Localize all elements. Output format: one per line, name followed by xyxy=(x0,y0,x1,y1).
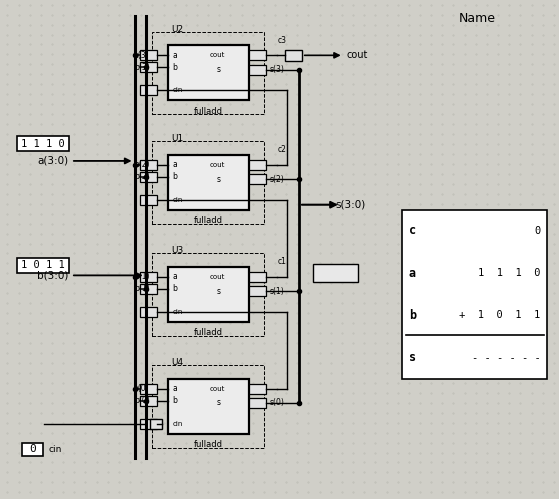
Text: a: a xyxy=(172,51,177,60)
FancyBboxPatch shape xyxy=(140,160,157,170)
FancyBboxPatch shape xyxy=(249,64,266,74)
FancyBboxPatch shape xyxy=(249,286,266,296)
FancyBboxPatch shape xyxy=(140,50,157,60)
Text: 1 1 1 0: 1 1 1 0 xyxy=(21,139,65,149)
Text: cout: cout xyxy=(210,386,225,392)
Text: a: a xyxy=(409,266,416,279)
Text: s(3): s(3) xyxy=(270,65,285,74)
Text: c1: c1 xyxy=(278,257,287,266)
Text: c: c xyxy=(409,225,416,238)
Text: a: a xyxy=(172,272,177,281)
FancyBboxPatch shape xyxy=(168,45,249,100)
Text: s(3:0): s(3:0) xyxy=(335,200,366,210)
FancyBboxPatch shape xyxy=(17,258,69,273)
Text: 0: 0 xyxy=(534,226,541,236)
Text: a(3:0): a(3:0) xyxy=(37,156,68,166)
FancyBboxPatch shape xyxy=(285,50,302,61)
Text: fulladd: fulladd xyxy=(194,216,223,225)
Text: 1  1  1  0: 1 1 1 0 xyxy=(478,268,541,278)
FancyBboxPatch shape xyxy=(313,264,358,282)
FancyBboxPatch shape xyxy=(150,419,163,429)
Text: +  1  0  1  1: + 1 0 1 1 xyxy=(459,310,541,320)
Text: s(1): s(1) xyxy=(270,286,285,295)
Text: b: b xyxy=(172,396,177,405)
Text: c3: c3 xyxy=(278,36,287,45)
Text: U2: U2 xyxy=(170,24,183,33)
Text: b: b xyxy=(409,309,416,322)
Text: cout: cout xyxy=(210,52,225,58)
Text: b(2): b(2) xyxy=(134,172,150,181)
Text: s(0): s(0) xyxy=(270,399,285,408)
Text: a(1): a(1) xyxy=(134,272,150,281)
Text: U1: U1 xyxy=(170,134,183,143)
Text: cout: cout xyxy=(210,162,225,168)
Text: b(1): b(1) xyxy=(134,284,150,293)
Text: s: s xyxy=(216,399,220,408)
FancyBboxPatch shape xyxy=(22,443,43,456)
FancyBboxPatch shape xyxy=(17,136,69,151)
FancyBboxPatch shape xyxy=(140,384,157,394)
Text: cout: cout xyxy=(347,50,368,60)
FancyBboxPatch shape xyxy=(140,419,157,429)
FancyBboxPatch shape xyxy=(249,50,266,60)
Text: b: b xyxy=(172,284,177,293)
FancyBboxPatch shape xyxy=(402,210,547,379)
Text: b(3:0): b(3:0) xyxy=(37,270,68,280)
FancyBboxPatch shape xyxy=(140,195,157,205)
FancyBboxPatch shape xyxy=(140,396,157,406)
FancyBboxPatch shape xyxy=(249,174,266,184)
Text: fulladd: fulladd xyxy=(194,328,223,337)
Text: s: s xyxy=(216,175,220,184)
Text: fulladd: fulladd xyxy=(194,440,223,449)
Text: cin: cin xyxy=(172,309,183,315)
Text: c2: c2 xyxy=(278,146,287,155)
Text: cin: cin xyxy=(172,197,183,203)
FancyBboxPatch shape xyxy=(140,62,157,72)
FancyBboxPatch shape xyxy=(168,267,249,322)
Text: b(0): b(0) xyxy=(134,396,150,405)
FancyBboxPatch shape xyxy=(140,85,157,95)
Text: a(2): a(2) xyxy=(134,160,150,169)
FancyBboxPatch shape xyxy=(140,272,157,282)
FancyBboxPatch shape xyxy=(168,379,249,434)
Text: a(0): a(0) xyxy=(134,384,150,393)
Text: - - - - - -: - - - - - - xyxy=(472,353,541,363)
FancyBboxPatch shape xyxy=(140,172,157,182)
Text: b: b xyxy=(172,63,177,72)
Text: U4: U4 xyxy=(170,358,183,367)
Text: cin: cin xyxy=(172,87,183,93)
Text: s: s xyxy=(216,286,220,295)
FancyBboxPatch shape xyxy=(140,307,157,317)
Text: U3: U3 xyxy=(170,246,183,255)
FancyBboxPatch shape xyxy=(168,155,249,210)
Text: a: a xyxy=(172,384,177,393)
Text: 1 0 1 1: 1 0 1 1 xyxy=(21,260,65,270)
FancyBboxPatch shape xyxy=(249,272,266,282)
FancyBboxPatch shape xyxy=(249,384,266,394)
Text: s: s xyxy=(409,351,416,364)
Text: cout: cout xyxy=(210,274,225,280)
Text: 0: 0 xyxy=(29,444,36,454)
Text: b: b xyxy=(172,172,177,181)
Text: fulladd: fulladd xyxy=(194,107,223,116)
Text: b(3): b(3) xyxy=(134,63,150,72)
Text: s: s xyxy=(216,65,220,74)
Text: cin: cin xyxy=(172,421,183,427)
FancyBboxPatch shape xyxy=(249,398,266,408)
Text: s(2): s(2) xyxy=(270,175,285,184)
Text: a(3): a(3) xyxy=(134,51,150,60)
FancyBboxPatch shape xyxy=(140,284,157,294)
FancyBboxPatch shape xyxy=(249,160,266,170)
Text: cin: cin xyxy=(49,445,62,454)
Text: Name: Name xyxy=(459,11,496,24)
Text: a: a xyxy=(172,160,177,169)
